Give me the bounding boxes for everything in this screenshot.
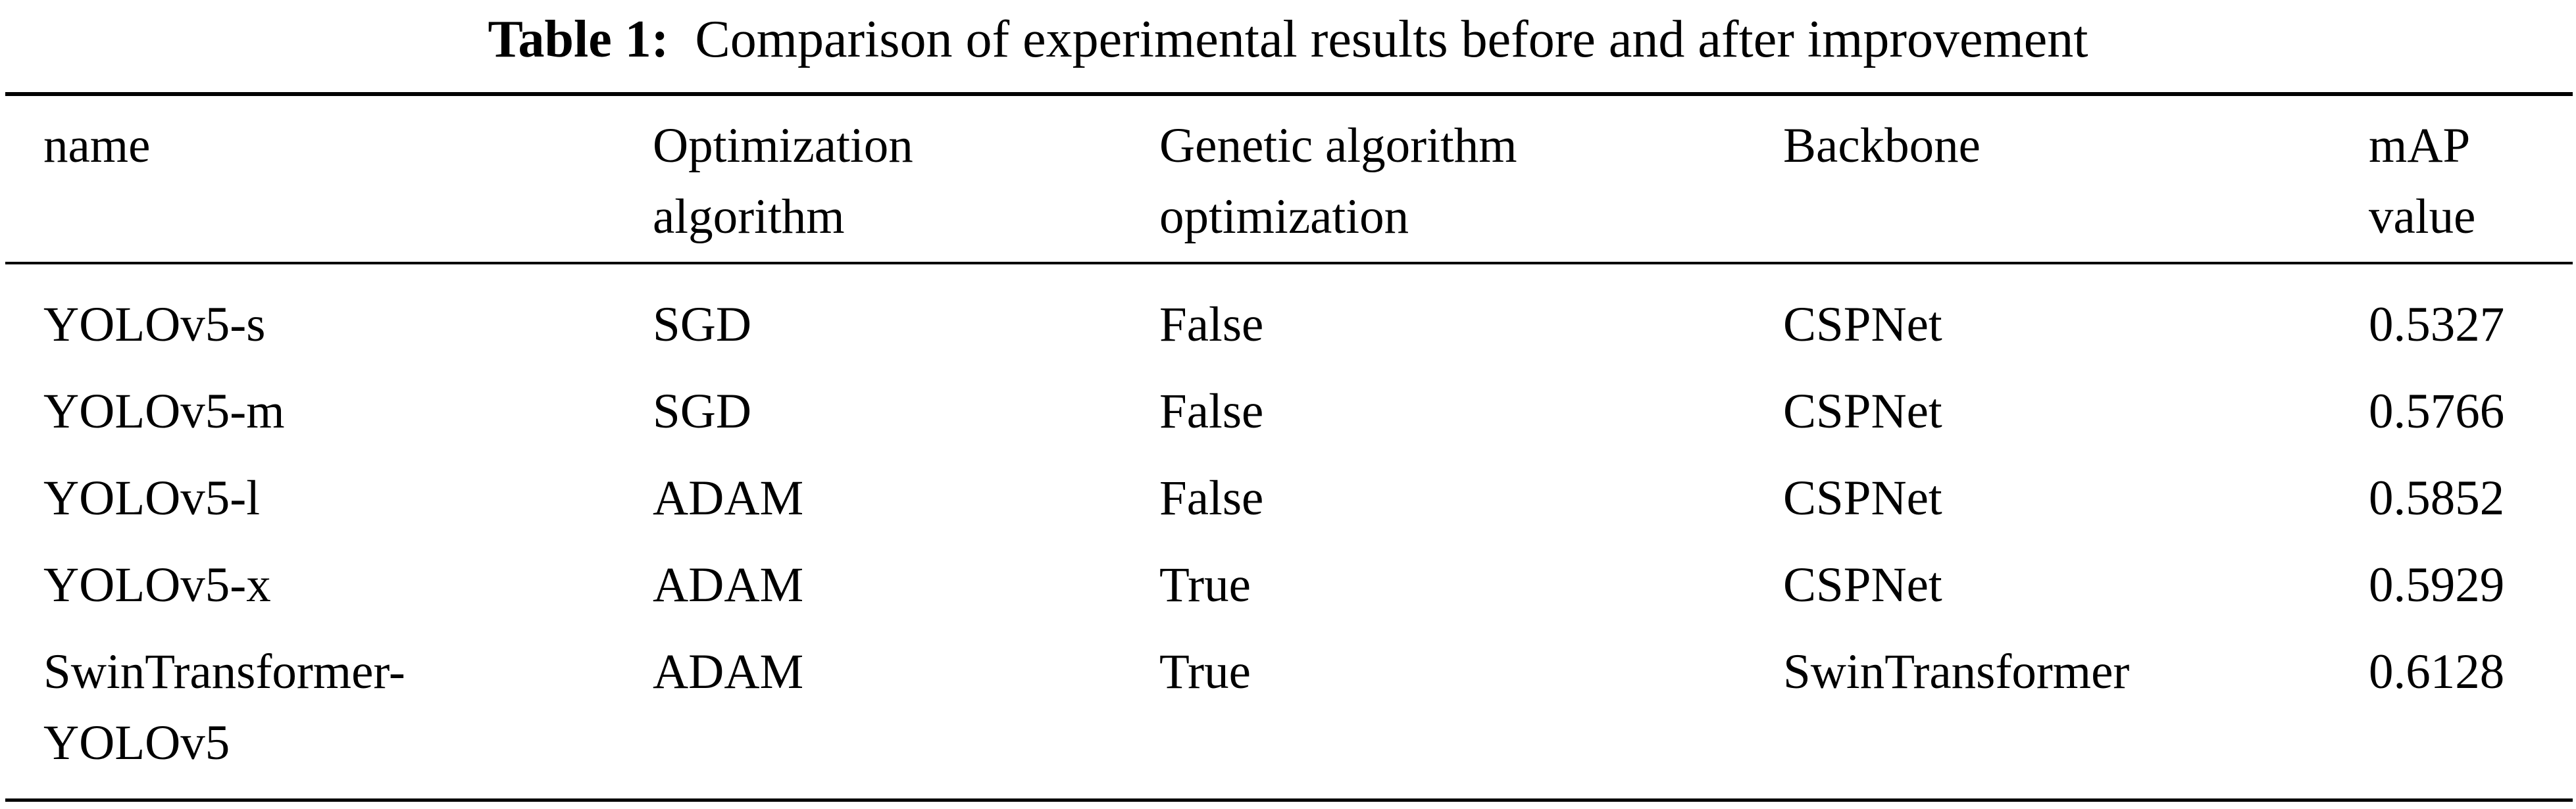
cell-map-value: 0.6128 [2369,645,2505,699]
cell-genetic-algorithm: False [1159,384,1264,439]
cell-genetic-algorithm: True [1159,645,1251,699]
cell-optimization-algorithm: ADAM [653,471,804,526]
cell-optimization-algorithm: SGD [653,384,752,439]
cell-map-value: 0.5852 [2369,471,2505,526]
cell-name: YOLOv5-s [43,297,266,352]
cell-backbone: CSPNet [1783,384,1942,439]
cell-name: YOLOv5-m [43,384,285,439]
cell-backbone: CSPNet [1783,471,1942,526]
cell-name: YOLOv5-l [43,471,261,526]
header-rule [5,262,2573,264]
header-map-value: mAP value [2369,118,2476,244]
cell-optimization-algorithm: ADAM [653,558,804,612]
cell-name: SwinTransformer- YOLOv5 [43,645,405,770]
cell-backbone: SwinTransformer [1783,645,2130,699]
caption-label: Table 1: [488,11,669,68]
cell-genetic-algorithm: False [1159,297,1264,352]
header-optimization-algorithm: Optimization algorithm [653,118,913,244]
cell-map-value: 0.5327 [2369,297,2505,352]
bottom-rule [5,798,2573,802]
caption-text: Comparison of experimental results befor… [695,11,2088,68]
cell-map-value: 0.5766 [2369,384,2505,439]
cell-name: YOLOv5-x [43,558,271,612]
header-backbone: Backbone [1783,118,1981,173]
top-rule [5,92,2573,96]
cell-backbone: CSPNet [1783,558,1942,612]
cell-genetic-algorithm: False [1159,471,1264,526]
table-caption: Table 1: Comparison of experimental resu… [0,7,2576,72]
cell-genetic-algorithm: True [1159,558,1251,612]
cell-backbone: CSPNet [1783,297,1942,352]
cell-map-value: 0.5929 [2369,558,2505,612]
header-genetic-algorithm: Genetic algorithm optimization [1159,118,1517,244]
cell-optimization-algorithm: ADAM [653,645,804,699]
header-name: name [43,118,151,173]
cell-optimization-algorithm: SGD [653,297,752,352]
